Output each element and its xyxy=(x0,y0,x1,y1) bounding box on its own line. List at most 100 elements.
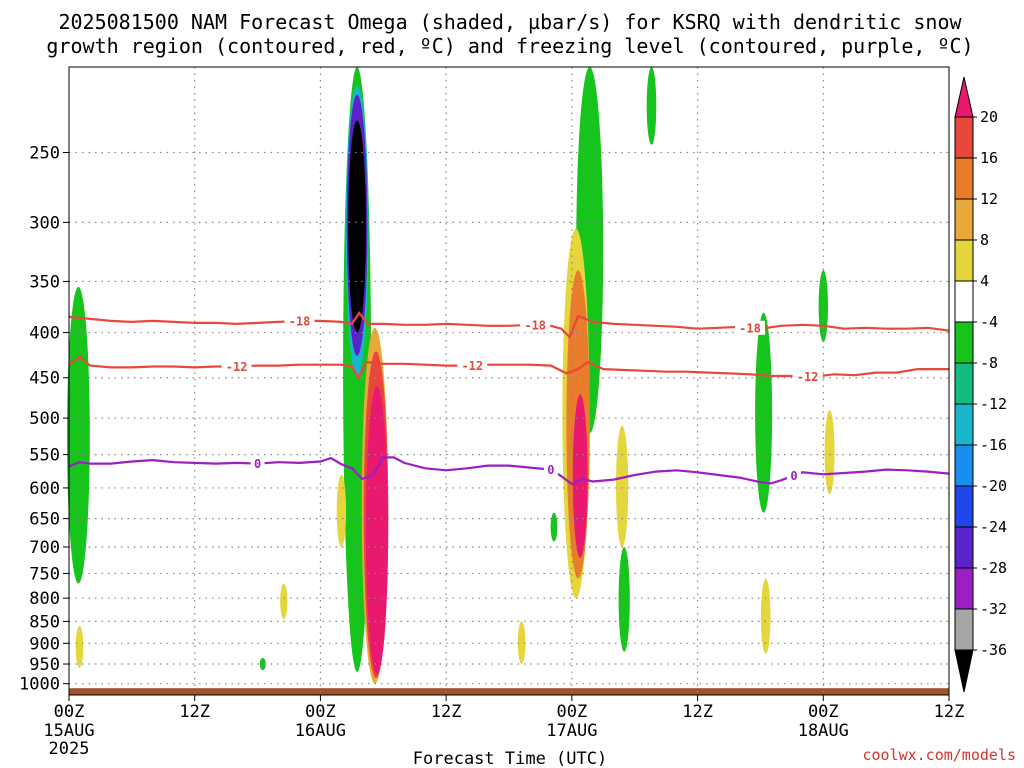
colorbar-label-6: -8 xyxy=(980,354,998,372)
colorbar-label-7: -12 xyxy=(980,395,1007,413)
colorbar-segment-4 xyxy=(954,239,974,282)
x-tick-label-48: 00Z xyxy=(557,702,588,722)
chart-title-line-1: 2025081500 NAM Forecast Omega (shaded, µ… xyxy=(58,10,962,34)
temperature-contours: -18 -18 -18 -12 -12 -12 0 0 0 xyxy=(68,311,950,486)
colorbar-label-5: -4 xyxy=(980,313,998,331)
omega-feature-3 xyxy=(259,657,266,671)
colorbar-label-2: 12 xyxy=(980,190,998,208)
colorbar-segment-1 xyxy=(954,116,974,159)
omega-feature-7 xyxy=(348,120,366,333)
y-tick-label-400: 400 xyxy=(29,324,60,344)
colorbar-label-13: -36 xyxy=(980,641,1007,659)
isotherm-label-bg-0-0 xyxy=(250,456,265,471)
isotherm-label-bg--18-0 xyxy=(284,313,315,328)
colorbar: 20 16 12 8 4 -4 -8 -12 -16 -20 -24 -28 -32 -36 xyxy=(954,76,1007,693)
credit-text: coolwx.com/models xyxy=(862,746,1016,764)
x-tick-date-0: 15AUG xyxy=(43,721,94,741)
colorbar-label-1: 16 xyxy=(980,149,998,167)
isotherm-line--12 xyxy=(68,355,949,380)
colorbar-label-8: -16 xyxy=(980,436,1007,454)
x-tick-label-36: 12Z xyxy=(431,702,462,722)
omega-feature-11 xyxy=(336,475,347,547)
isotherm-label-0-2: 0 xyxy=(790,469,797,483)
colorbar-segment-9 xyxy=(954,444,974,487)
isotherm-label--18-2: -18 xyxy=(739,321,761,335)
omega-feature-21 xyxy=(755,312,773,513)
omega-feature-23 xyxy=(818,270,828,343)
y-tick-label-500: 500 xyxy=(29,409,60,429)
omega-feature-13 xyxy=(550,512,558,542)
ground-bar xyxy=(69,688,949,695)
isotherm-line--18 xyxy=(68,311,950,340)
x-tick-label-72: 00Z xyxy=(808,702,839,722)
y-axis-ticks: 2503003504004505005506006507007508008509… xyxy=(19,144,69,695)
colorbar-label-10: -24 xyxy=(980,518,1007,536)
colorbar-segment-13 xyxy=(954,608,974,651)
x-tick-label-60: 12Z xyxy=(682,702,713,722)
isotherm-label--18-1: -18 xyxy=(524,319,546,333)
y-tick-label-800: 800 xyxy=(29,589,60,609)
y-tick-label-600: 600 xyxy=(29,479,60,499)
isotherm-label-bg-0-2 xyxy=(787,468,801,483)
x-tick-label-12: 12Z xyxy=(179,702,210,722)
omega-feature-22 xyxy=(760,578,771,654)
y-tick-label-550: 550 xyxy=(29,446,60,466)
x-tick-label-24: 00Z xyxy=(305,702,336,722)
isotherm-label-bg--18-2 xyxy=(735,320,765,335)
x-tick-date-24: 16AUG xyxy=(295,721,346,741)
colorbar-label-0: 20 xyxy=(980,108,998,126)
y-tick-label-850: 850 xyxy=(29,612,60,632)
chart-title-line-2: growth region (contoured, red, ºC) and f… xyxy=(46,34,973,58)
isotherm-label-bg--12-1 xyxy=(457,358,488,373)
omega-feature-20 xyxy=(646,67,657,145)
x-tick-year-0: 2025 xyxy=(49,739,90,759)
omega-feature-19 xyxy=(618,547,630,652)
omega-feature-17 xyxy=(572,394,588,558)
y-tick-label-700: 700 xyxy=(29,538,60,558)
omega-feature-24 xyxy=(824,410,835,495)
x-tick-label-84: 12Z xyxy=(934,702,965,722)
colorbar-segment-11 xyxy=(954,526,974,569)
colorbar-label-4: 4 xyxy=(980,272,989,290)
isotherm-label-0-0: 0 xyxy=(254,457,261,471)
colorbar-segment-2 xyxy=(954,157,974,200)
colorbar-label-11: -28 xyxy=(980,559,1007,577)
x-tick-date-48: 17AUG xyxy=(546,721,597,741)
omega-feature-10 xyxy=(365,386,389,674)
x-axis-label: Forecast Time (UTC) xyxy=(413,749,607,768)
isotherm-label-bg-0-1 xyxy=(543,462,558,477)
colorbar-segment-8 xyxy=(954,403,974,446)
colorbar-top-arrow xyxy=(954,76,974,118)
colorbar-label-3: 8 xyxy=(980,231,989,249)
colorbar-bottom-arrow xyxy=(954,649,974,693)
omega-feature-12 xyxy=(517,621,526,664)
y-tick-label-350: 350 xyxy=(29,272,60,292)
isotherm-label-bg--18-1 xyxy=(520,318,551,333)
omega-feature-0 xyxy=(67,286,90,584)
y-tick-label-1000: 1000 xyxy=(19,675,60,695)
isotherm-label--12-0: -12 xyxy=(226,360,248,374)
y-tick-label-950: 950 xyxy=(29,655,60,675)
grid-lines xyxy=(69,67,949,695)
omega-feature-18 xyxy=(616,425,629,547)
colorbar-segment-3 xyxy=(954,198,974,241)
plot-frame xyxy=(68,66,950,696)
isotherm-label-bg--12-0 xyxy=(221,359,252,374)
omega-feature-1 xyxy=(75,625,84,669)
colorbar-segment-6 xyxy=(954,321,974,364)
colorbar-segment-10 xyxy=(954,485,974,528)
omega-feature-2 xyxy=(280,583,288,620)
isotherm-label--12-2: -12 xyxy=(797,370,819,384)
colorbar-label-9: -20 xyxy=(980,477,1007,495)
y-tick-label-900: 900 xyxy=(29,634,60,654)
y-tick-label-750: 750 xyxy=(29,564,60,584)
colorbar-segment-5 xyxy=(954,280,974,323)
x-tick-label-0: 00Z xyxy=(54,702,85,722)
isotherm-line-0 xyxy=(68,456,950,486)
y-tick-label-300: 300 xyxy=(29,213,60,233)
isotherm-label-bg--12-2 xyxy=(792,369,823,384)
colorbar-segment-12 xyxy=(954,567,974,610)
isotherm-label--12-1: -12 xyxy=(461,359,483,373)
